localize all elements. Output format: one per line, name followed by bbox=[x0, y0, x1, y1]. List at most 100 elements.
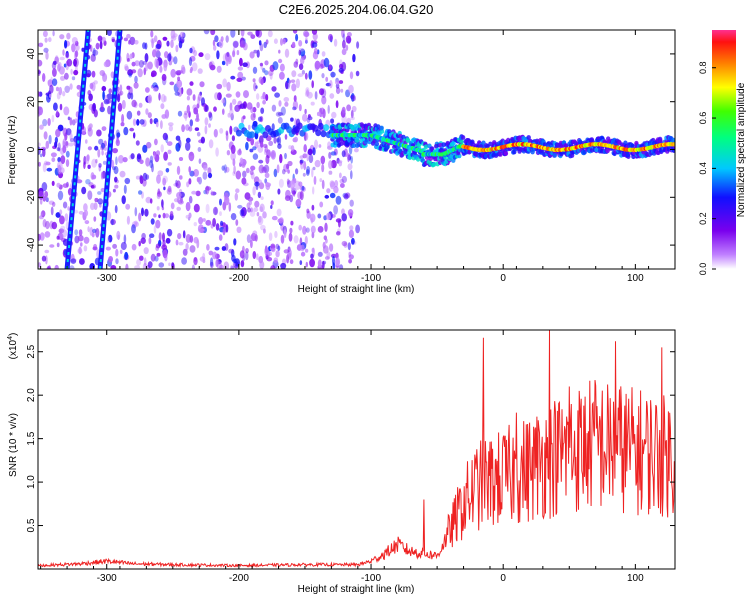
colorbar-tick-label: 0.8 bbox=[698, 61, 708, 74]
spectrogram-noise-dot bbox=[245, 248, 249, 254]
spectrogram-noise-dot bbox=[240, 260, 245, 268]
snr-xtick-label: -100 bbox=[361, 573, 381, 584]
spectrogram-noise-dot bbox=[130, 153, 135, 160]
spectrogram-band-dot bbox=[235, 129, 242, 137]
spectrogram-noise-dot bbox=[97, 35, 103, 42]
spectrogram-noise-dot bbox=[112, 188, 116, 193]
spectrogram-noise-dot bbox=[87, 190, 93, 200]
spectrogram-signal-dot bbox=[498, 152, 503, 157]
spectrogram-noise-dot bbox=[198, 52, 204, 58]
spectrogram-noise-dot bbox=[305, 227, 310, 233]
spectrogram-noise-dot bbox=[126, 33, 131, 39]
spectrogram-noise-dot bbox=[140, 237, 146, 244]
spectrogram-noise-dot bbox=[227, 55, 232, 63]
spectrogram-noise-dot bbox=[142, 42, 146, 49]
spectrogram-noise-dot bbox=[318, 144, 322, 148]
spectrogram-noise-dot bbox=[189, 170, 195, 177]
spectrogram-noise-dot bbox=[347, 209, 354, 217]
spectrogram-noise-dot bbox=[324, 256, 330, 260]
spectrogram-signal-dot bbox=[415, 156, 421, 162]
spectrogram-noise-dot bbox=[45, 197, 49, 203]
spectrogram-noise-dot bbox=[193, 222, 197, 227]
spectrogram-noise-dot bbox=[302, 225, 307, 235]
spectrogram-noise-dot bbox=[44, 191, 49, 198]
spectrogram-noise-dot bbox=[98, 138, 104, 145]
spectrogram-noise-dot bbox=[336, 231, 341, 236]
spectrogram-noise-dot bbox=[145, 61, 149, 72]
spectrogram-noise-dot bbox=[221, 60, 226, 66]
spectrogram-noise-dot bbox=[293, 136, 298, 143]
spectrogram-noise-dot bbox=[112, 243, 117, 249]
spectrogram-noise-dot bbox=[286, 163, 290, 170]
spectrogram-noise-dot bbox=[332, 255, 335, 266]
spectrogram-noise-dot bbox=[168, 122, 174, 127]
spectrogram-noise-dot bbox=[232, 50, 236, 58]
spectrogram-noise-dot bbox=[177, 70, 183, 74]
spectrogram-noise-dot bbox=[83, 203, 88, 212]
spectrogram-noise-dot bbox=[42, 219, 47, 228]
spectrogram-noise-dot bbox=[299, 260, 303, 265]
spectrogram-noise-dot bbox=[321, 179, 325, 190]
spectrogram-noise-dot bbox=[189, 235, 194, 243]
spectrogram-noise-dot bbox=[204, 104, 209, 112]
spectrogram-noise-dot bbox=[313, 47, 318, 55]
colorbar-tick-label: 0.6 bbox=[698, 112, 708, 125]
spectrogram-noise-dot bbox=[165, 168, 170, 173]
spectrogram-noise-dot bbox=[335, 257, 341, 267]
spectrogram-noise-dot bbox=[295, 33, 299, 42]
spectrogram-noise-dot bbox=[348, 259, 352, 264]
spectrogram-noise-dot bbox=[101, 150, 104, 156]
spectrogram-noise-dot bbox=[307, 91, 313, 99]
spectrogram-noise-dot bbox=[158, 262, 165, 268]
spectrogram-noise-dot bbox=[333, 38, 338, 47]
spectrogram-noise-dot bbox=[334, 180, 339, 188]
spectrogram-noise-dot bbox=[114, 184, 119, 189]
spectrogram-noise-dot bbox=[319, 107, 325, 115]
snr-xtick-label: -200 bbox=[229, 573, 249, 584]
spectrogram-noise-dot bbox=[205, 219, 212, 226]
spectrogram-noise-dot bbox=[59, 34, 65, 40]
spectrogram-noise-dot bbox=[205, 186, 212, 191]
spectrogram-noise-dot bbox=[267, 70, 274, 76]
spectrogram-signal-dot bbox=[423, 144, 429, 150]
spectrogram-noise-dot bbox=[288, 79, 292, 84]
spectrogram-noise-dot bbox=[297, 73, 304, 78]
spectrogram-noise-dot bbox=[79, 258, 85, 265]
spectrogram-noise-dot bbox=[115, 258, 119, 265]
spectrogram-noise-dot bbox=[311, 168, 314, 178]
spectrogram-noise-dot bbox=[88, 93, 93, 102]
spectrogram-noise-dot bbox=[161, 73, 167, 82]
spectrogram-noise-dot bbox=[160, 120, 163, 130]
spectrogram-noise-dot bbox=[186, 95, 190, 101]
spectrogram-band-dot bbox=[296, 122, 303, 130]
spectrogram-noise-dot bbox=[340, 183, 345, 188]
spectrogram-noise-dot bbox=[279, 63, 285, 72]
spectrogram-signal-dot bbox=[552, 153, 557, 158]
spectrogram-noise-dot bbox=[321, 73, 325, 79]
spectrogram-noise-dot bbox=[341, 48, 347, 56]
spectrogram-noise-dot bbox=[185, 201, 191, 212]
spectrogram-noise-dot bbox=[126, 110, 133, 120]
spectrogram-noise-dot bbox=[218, 234, 223, 241]
spectrogram-noise-dot bbox=[42, 118, 48, 127]
spectrogram-noise-dot bbox=[117, 93, 121, 103]
spectrogram-noise-dot bbox=[219, 198, 222, 206]
spectrogram-noise-dot bbox=[313, 175, 317, 185]
spectrogram-noise-dot bbox=[177, 110, 183, 117]
spectrogram-noise-dot bbox=[166, 141, 173, 147]
spectrogram-noise-dot bbox=[323, 235, 327, 241]
spectrogram-noise-dot bbox=[63, 106, 70, 116]
spectrogram-noise-dot bbox=[101, 142, 106, 149]
spectrogram-noise-dot bbox=[42, 196, 46, 202]
spectrogram-noise-dot bbox=[277, 143, 282, 149]
spectrogram-noise-dot bbox=[177, 76, 181, 82]
spectrogram-noise-dot bbox=[149, 160, 154, 169]
spectrogram-noise-dot bbox=[188, 195, 193, 204]
spectrogram-noise-dot bbox=[89, 82, 94, 90]
spectrogram-noise-dot bbox=[106, 30, 112, 36]
spectrogram-signal-dot bbox=[589, 138, 595, 144]
spectrogram-noise-dot bbox=[198, 228, 205, 233]
spectrogram-noise-dot bbox=[328, 151, 332, 159]
spectrogram-noise-dot bbox=[206, 244, 210, 251]
spectrogram-ytick-label: 40 bbox=[26, 48, 37, 60]
